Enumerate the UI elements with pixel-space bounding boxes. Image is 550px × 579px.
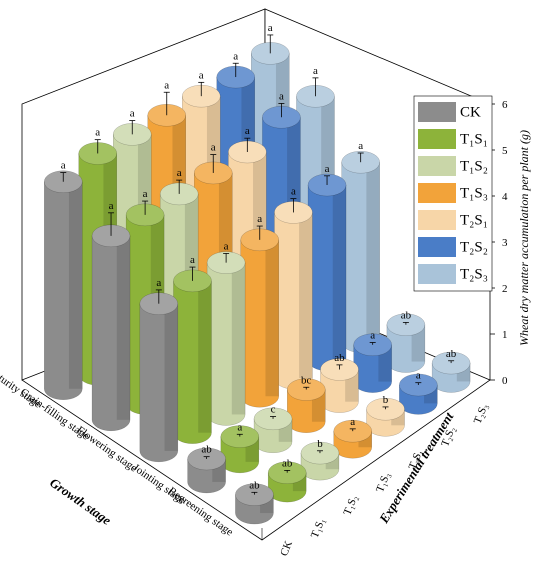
significance-letter: ab [201, 444, 212, 456]
significance-letter: b [317, 438, 323, 450]
bar [44, 181, 83, 400]
significance-letter: a [211, 142, 216, 154]
significance-letter: bc [301, 374, 312, 386]
legend-swatch [418, 183, 456, 203]
significance-letter: a [350, 416, 355, 428]
bar-shade [299, 212, 313, 379]
legend-swatch [418, 264, 456, 284]
bar-group: ab [267, 457, 307, 503]
bar-group: a [307, 163, 347, 372]
significance-letter: a [257, 213, 262, 225]
bar-group: a [220, 421, 260, 474]
significance-letter: a [224, 240, 229, 252]
significance-letter: a [61, 160, 66, 172]
significance-letter: b [383, 394, 389, 406]
bar-group: a [353, 330, 392, 393]
legend-label: T₁S₁ [460, 131, 488, 147]
significance-letter: a [164, 79, 169, 91]
significance-letter: ab [249, 479, 260, 491]
legend-label: T₂S₃ [460, 266, 488, 282]
significance-letter: a [325, 163, 330, 175]
legend-swatch [418, 237, 456, 257]
significance-letter: a [233, 50, 238, 62]
bar-group: bc [287, 374, 326, 433]
significance-letter: a [177, 167, 182, 179]
bar-shade [68, 181, 83, 389]
significance-letter: ab [334, 352, 345, 364]
z-tick-label: 3 [502, 237, 508, 249]
x-tick-label: T₂S₃ [472, 402, 491, 426]
bar [139, 303, 179, 463]
z-tick-label: 1 [502, 329, 508, 341]
significance-letter: a [237, 421, 242, 433]
bar-group: a [44, 160, 83, 400]
bar-group: a [240, 213, 279, 408]
bar-shade [332, 185, 347, 360]
bar-group: a [206, 240, 246, 426]
bar-group: a [274, 186, 313, 390]
significance-letter: a [95, 127, 100, 139]
bar [91, 235, 131, 432]
z-tick-label: 2 [502, 283, 508, 295]
significance-letter: a [313, 65, 318, 77]
x-tick-label: T₁S₃ [374, 470, 393, 494]
bar-group: a [333, 416, 372, 459]
y-axis-title: Growth stage [47, 475, 114, 528]
bar-group: ab [431, 348, 471, 393]
bar-group: b [366, 394, 405, 437]
significance-letter: a [268, 22, 273, 34]
z-tick-label: 4 [502, 191, 508, 203]
significance-letter: a [156, 277, 161, 289]
bar-shade [231, 262, 246, 415]
significance-letter: a [190, 254, 195, 266]
bar-group: ab [235, 479, 274, 525]
legend-label: T₂S₁ [460, 212, 488, 228]
legend-label: T₁S₃ [460, 185, 488, 201]
bar-shade [116, 235, 131, 420]
significance-letter: a [370, 330, 375, 342]
legend-label: CK [460, 104, 481, 120]
significance-letter: a [109, 200, 114, 212]
bar-group: a [173, 254, 212, 444]
bar-shade [164, 303, 178, 451]
bar-shade [366, 162, 380, 342]
legend-swatch [418, 102, 456, 122]
bar-group: a [91, 200, 131, 432]
significance-letter: a [130, 108, 135, 120]
bar-group: ab [386, 309, 426, 373]
z-tick-label: 6 [502, 99, 508, 111]
bar-shade [265, 239, 279, 397]
significance-letter: a [291, 186, 296, 198]
legend-label: T₂S₂ [460, 239, 488, 255]
bar-shade [198, 280, 212, 433]
z-tick-label: 0 [502, 375, 508, 387]
legend-swatch [418, 156, 456, 176]
significance-letter: c [271, 404, 276, 416]
significance-letter: ab [401, 309, 412, 321]
z-tick-label: 5 [502, 145, 508, 157]
significance-letter: ab [446, 348, 457, 360]
bar-group: c [253, 404, 293, 454]
bar-group: a [341, 140, 380, 353]
significance-letter: a [416, 370, 421, 382]
z-axis-title: Wheat dry matter accumulation per plant … [517, 130, 531, 346]
significance-letter: a [279, 90, 284, 102]
significance-letter: a [358, 140, 363, 152]
bar-group: a [399, 370, 438, 415]
legend-label: T₁S₂ [460, 158, 488, 174]
bar-group: a [139, 277, 179, 463]
x-tick-label: T₁S₂ [341, 493, 360, 517]
x-tick-label: CK [278, 539, 295, 558]
significance-letter: ab [282, 457, 293, 469]
significance-letter: a [245, 125, 250, 137]
x-tick-label: T₁S₁ [309, 516, 328, 540]
legend-swatch [418, 129, 456, 149]
significance-letter: a [143, 188, 148, 200]
bar-group: b [300, 438, 340, 481]
significance-letter: a [199, 69, 204, 81]
legend-swatch [418, 210, 456, 230]
bar-group: ab [187, 444, 226, 494]
